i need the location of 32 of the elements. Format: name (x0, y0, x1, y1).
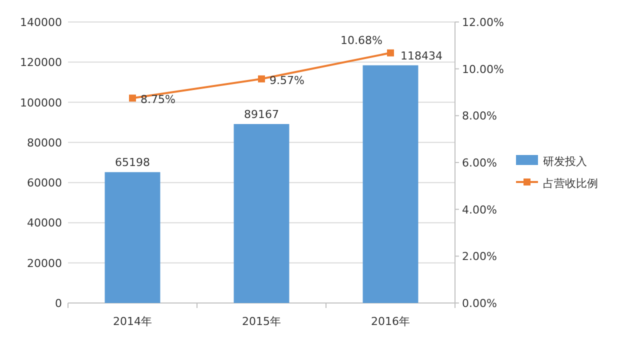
point (258, 75, 265, 82)
y-tick-label: 0 (55, 297, 62, 310)
y-tick-label: 80000 (27, 136, 62, 150)
point (387, 49, 394, 56)
y-tick-label: 60000 (27, 176, 62, 190)
y-tick-label: 20000 (27, 256, 62, 270)
y2-tick-label: 2.00% (462, 250, 497, 264)
data-label: 8.75% (140, 93, 176, 106)
y2-tick-label: 4.00% (462, 203, 497, 216)
legend-label: 占营收比例 (543, 177, 598, 190)
data-label: 89167 (244, 108, 279, 122)
y-tick-label: 120000 (20, 56, 62, 70)
bar (104, 172, 160, 303)
y2-tick-label: 12.00% (462, 16, 504, 29)
y-tick-label: 40000 (27, 216, 62, 230)
bar (234, 124, 290, 303)
y2-tick-label: 8.00% (462, 110, 497, 123)
y-tick-label: 140000 (20, 16, 62, 29)
data-label: 9.57% (270, 74, 304, 87)
y2-tick-label: 0.00% (462, 297, 497, 310)
data-label: 65198 (115, 156, 150, 170)
legend-label: 研发投入 (543, 155, 587, 168)
y-tick-label: 100000 (20, 96, 62, 110)
point (129, 94, 136, 102)
bar (362, 65, 418, 303)
x-tick-label: 2015年 (242, 315, 281, 328)
x-tick-label: 2014年 (113, 315, 152, 328)
y2-tick-label: 6.00% (462, 156, 497, 170)
data-label: 10.68% (340, 34, 382, 47)
data-label: 118434 (400, 49, 442, 62)
x-tick-label: 2016年 (371, 315, 410, 328)
y2-tick-label: 10.00% (462, 62, 504, 76)
